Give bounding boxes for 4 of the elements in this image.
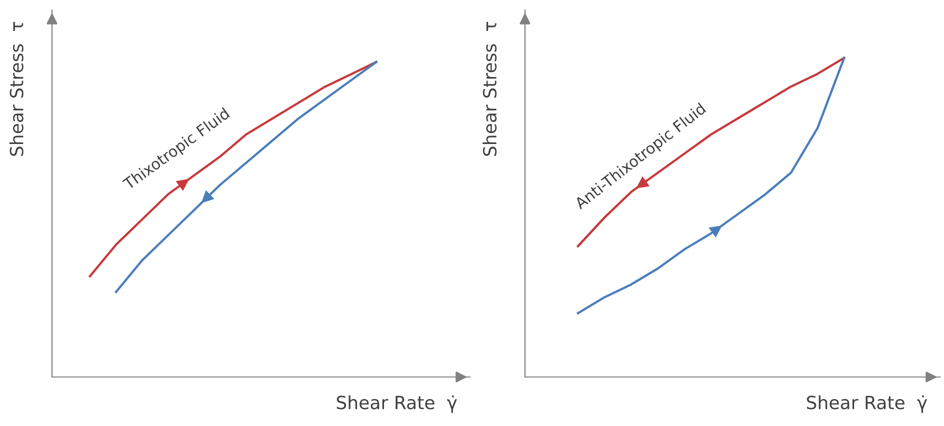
x-axis-title: Shear Rate γ̇ [806,395,928,413]
y-axis-title: Shear Stress τ [482,22,497,156]
x-axis-title: Shear Rate γ̇ [336,395,457,413]
y-axis-title: Shear Stress τ [9,22,24,156]
